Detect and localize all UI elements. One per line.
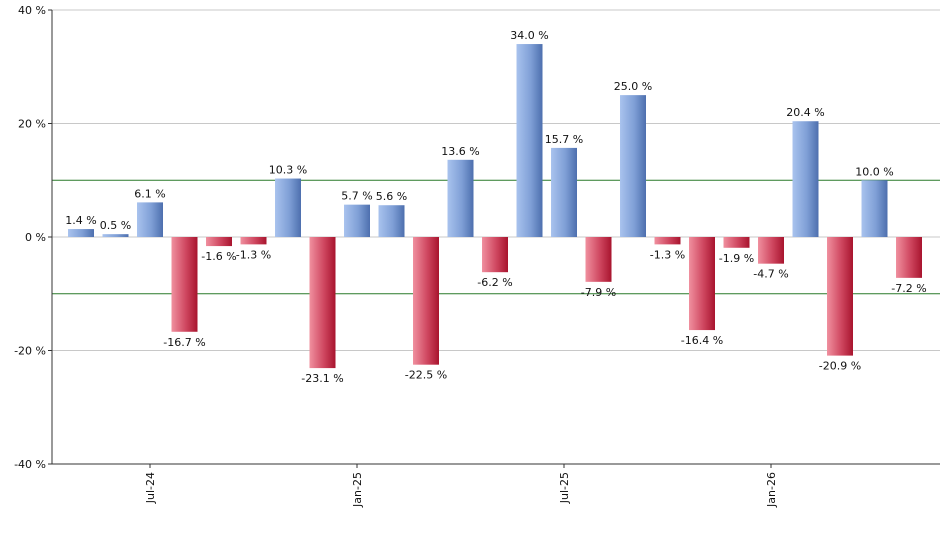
data-label: -6.2 % [477, 276, 512, 289]
x-tick-label: Jan-25 [351, 472, 364, 508]
bar-negative [482, 237, 508, 273]
y-tick-label: 20 % [18, 118, 46, 131]
data-label: -1.9 % [719, 252, 754, 265]
data-labels: 1.4 % 0.5 %6.1 %-16.7 %-1.6 % -1.3 %10.3 %… [65, 29, 926, 385]
bar-negative [240, 237, 267, 245]
data-label: -1.3 % [650, 248, 685, 261]
bar-positive [516, 44, 543, 237]
data-label: 10.3 % [269, 164, 307, 177]
data-label: -1.6 % [201, 250, 236, 263]
bar-negative [723, 237, 750, 248]
data-label: -4.7 % [753, 268, 788, 281]
bar-positive [447, 159, 474, 237]
data-label: -7.2 % [891, 282, 926, 295]
bar-negative [206, 237, 232, 247]
bar-negative [654, 237, 681, 245]
data-label: 5.6 % [376, 190, 407, 203]
data-label: -16.4 % [681, 334, 723, 347]
bar-positive [620, 95, 646, 237]
y-tick-label: 0 % [25, 231, 46, 244]
data-label: -23.1 % [301, 372, 343, 385]
bar-positive [861, 180, 888, 237]
data-label: 13.6 % [441, 145, 479, 158]
y-tick-label: -20 % [14, 345, 46, 358]
data-label: 20.4 % [786, 106, 824, 119]
data-label: 6.1 % [134, 187, 165, 200]
x-tick-label: Jul-24 [144, 472, 157, 504]
data-label: -22.5 % [405, 369, 447, 382]
bar-positive [551, 147, 577, 237]
data-label: 5.7 % [341, 190, 372, 203]
data-label: -1.3 % [236, 248, 271, 261]
data-label: 25.0 % [614, 80, 652, 93]
bar-positive [102, 234, 129, 237]
bar-positive [378, 205, 405, 237]
bar-positive [68, 229, 94, 237]
data-label: 1.4 % [65, 214, 96, 227]
y-tick-label: 40 % [18, 4, 46, 17]
data-label: 0.5 % [100, 219, 131, 232]
data-label: 10.0 % [855, 165, 893, 178]
bar-negative [585, 237, 612, 282]
data-label: 15.7 % [545, 133, 583, 146]
bar-positive [137, 202, 163, 237]
bars [68, 44, 922, 369]
y-tick-label: -40 % [14, 458, 46, 471]
bar-negative [758, 237, 784, 264]
axes: 40 % 20 % 0 % -20 % -40 % Jul-24 Jan-25 Jul-25 J… [14, 4, 940, 508]
bar-negative [413, 237, 439, 365]
bar-negative [827, 237, 853, 356]
data-label: -20.9 % [819, 360, 861, 373]
bar-positive [344, 204, 370, 237]
bar-negative [309, 237, 336, 369]
x-tick-label: Jul-25 [558, 472, 571, 504]
data-label: 34.0 % [510, 29, 548, 42]
bar-positive [792, 121, 819, 237]
data-label: -16.7 % [163, 336, 205, 349]
bar-positive [275, 178, 301, 237]
reference-lines [52, 179, 940, 295]
bar-negative [896, 237, 922, 278]
bar-negative [689, 237, 715, 331]
x-tick-label: Jan-26 [765, 472, 778, 508]
data-label: -7.9 % [581, 286, 616, 299]
bar-negative [171, 237, 198, 332]
